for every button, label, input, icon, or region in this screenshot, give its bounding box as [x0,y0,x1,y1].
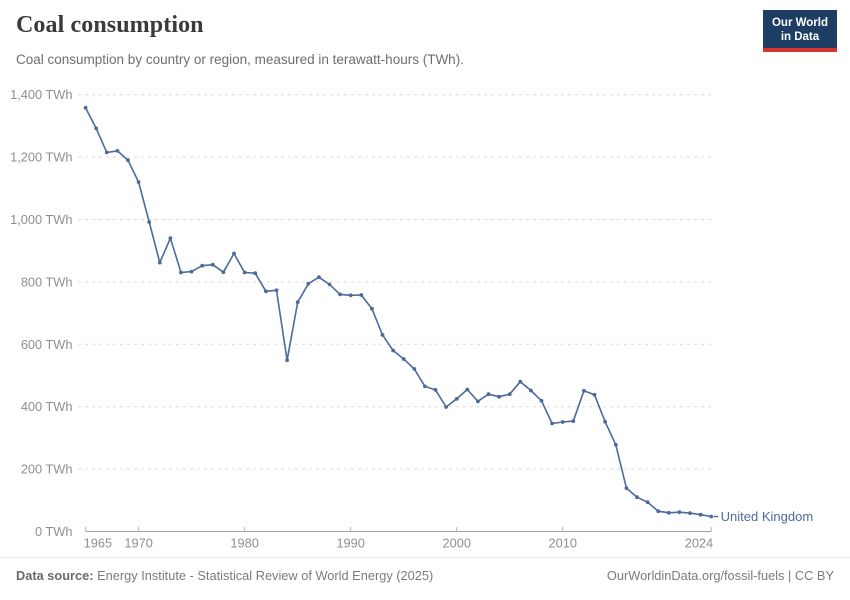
data-point[interactable] [370,306,374,311]
y-tick-label: 600 TWh [21,337,73,352]
data-point[interactable] [656,509,661,514]
data-point[interactable] [709,514,714,519]
data-source: Data source: Energy Institute - Statisti… [16,568,433,583]
data-point[interactable] [613,442,618,447]
data-point[interactable] [274,288,279,293]
data-point[interactable] [529,388,533,393]
data-point[interactable] [433,388,438,392]
y-tick-label: 0 TWh [35,524,72,539]
data-point[interactable] [253,271,258,276]
data-point[interactable] [232,251,236,256]
data-point[interactable] [157,260,162,265]
data-point[interactable] [306,281,311,286]
data-point[interactable] [179,270,183,275]
data-point[interactable] [465,387,470,392]
series-line[interactable] [84,107,712,518]
y-axis-labels: 0 TWh 200 TWh 400 TWh 600 TWh 800 TWh 1,000 T… [10,87,72,539]
data-point[interactable] [338,292,342,297]
y-tick-label: 1,200 TWh [10,150,72,165]
data-point[interactable] [624,486,629,490]
series-end-label[interactable]: United Kingdom [721,509,814,524]
data-point[interactable] [104,150,109,155]
owid-logo-line1: Our World [771,17,828,29]
chart-subtitle: Coal consumption by country or region, m… [16,52,464,67]
data-point[interactable] [666,510,671,515]
chart-footer: Data source: Energy Institute - Statisti… [0,557,850,600]
data-point[interactable] [507,392,512,397]
data-point[interactable] [317,275,321,280]
data-point[interactable] [423,384,427,389]
data-point[interactable] [677,510,682,515]
data-point[interactable] [486,392,491,397]
y-tick-label: 400 TWh [21,399,73,414]
y-gridlines [78,94,712,470]
data-source-text: Energy Institute - Statistical Review of… [97,568,434,583]
data-point[interactable] [582,388,586,393]
data-point[interactable] [83,105,88,110]
y-tick-label: 1,000 TWh [10,212,72,227]
data-point[interactable] [635,495,639,500]
series-united-kingdom[interactable]: United Kingdom [83,105,814,524]
data-point[interactable] [348,293,353,298]
data-point[interactable] [147,220,152,224]
data-point[interactable] [550,421,554,426]
data-point[interactable] [454,397,459,401]
data-point[interactable] [242,270,247,275]
data-point[interactable] [476,399,480,404]
data-point[interactable] [327,282,332,287]
data-point[interactable] [518,379,523,384]
data-point[interactable] [168,236,173,241]
y-tick-label: 200 TWh [21,462,73,477]
data-point[interactable] [136,180,141,185]
data-point[interactable] [698,512,703,517]
data-point[interactable] [285,358,289,363]
line-chart[interactable]: 0 TWh 200 TWh 400 TWh 600 TWh 800 TWh 1,000 T… [0,0,850,557]
data-point[interactable] [94,126,99,131]
x-tick-label: 2024 [685,536,713,551]
data-source-label: Data source: [16,568,94,583]
data-point[interactable] [126,158,130,163]
data-point[interactable] [359,293,364,297]
x-tick-label: 2000 [442,536,470,551]
data-point[interactable] [571,419,576,423]
data-point[interactable] [412,367,417,371]
data-point[interactable] [210,262,215,267]
page-title: Coal consumption [16,12,204,38]
data-point[interactable] [380,333,385,337]
x-tick-label: 2010 [549,536,577,551]
data-point[interactable] [200,263,205,268]
attribution-link[interactable]: OurWorldinData.org/fossil-fuels | CC BY [606,568,834,583]
data-point[interactable] [603,419,607,424]
data-point[interactable] [497,394,501,399]
data-point[interactable] [645,500,650,505]
x-tick-label: 1970 [124,536,152,551]
data-point[interactable] [264,289,268,294]
x-tick-label: 1990 [336,536,364,551]
data-point[interactable] [688,511,692,515]
y-tick-label: 800 TWh [21,274,73,289]
data-point[interactable] [401,357,406,361]
data-point[interactable] [221,270,226,275]
x-tick-label: 1980 [230,536,258,551]
data-point[interactable] [560,420,565,424]
data-point[interactable] [444,405,448,409]
data-point[interactable] [189,269,194,274]
data-point[interactable] [295,300,300,305]
x-tick-label: 1965 [84,536,112,551]
data-point[interactable] [391,348,395,353]
data-point[interactable] [115,149,120,153]
owid-logo[interactable]: Our World in Data [762,10,837,53]
data-point[interactable] [592,392,597,397]
y-tick-label: 1,400 TWh [10,87,72,102]
data-point[interactable] [539,398,544,403]
x-axis: 1965 1970 1980 1990 2000 2010 2024 [84,527,713,551]
owid-logo-line2: in Data [780,31,820,44]
